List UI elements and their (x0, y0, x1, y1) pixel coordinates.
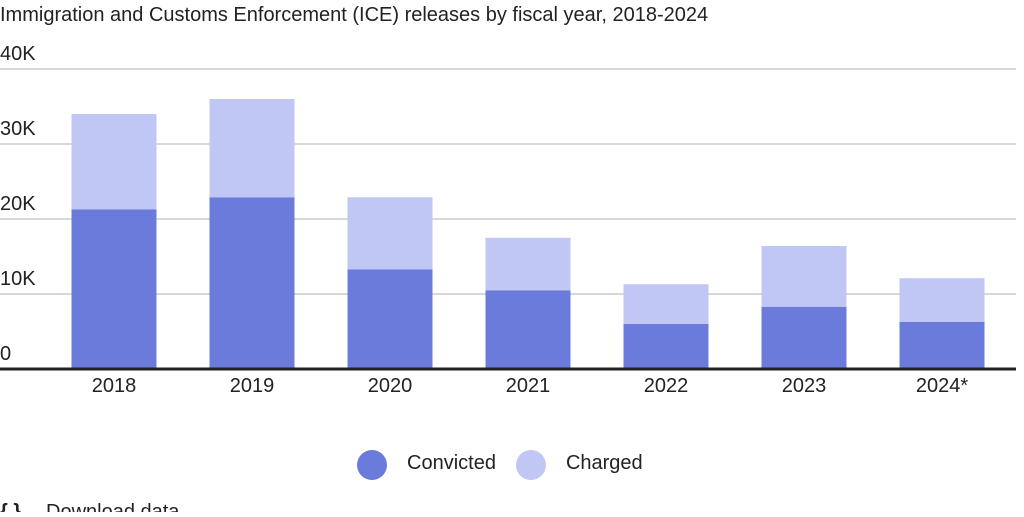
x-tick-label: 2023 (782, 375, 827, 397)
bar-segment (899, 278, 985, 322)
bar-segment (761, 306, 847, 369)
x-tick-label: 2021 (506, 375, 551, 397)
download-link[interactable]: Download data (46, 501, 180, 517)
legend-swatch (357, 450, 387, 480)
bar-segment (899, 321, 985, 369)
legend-swatch (515, 450, 546, 480)
y-tick-label: 40K (0, 43, 36, 65)
svg-text:{ }: { } (0, 501, 21, 512)
bar-segment (485, 237, 571, 291)
legend-label: Charged (566, 452, 643, 474)
bar-segment (71, 114, 157, 210)
y-tick-label: 20K (0, 193, 36, 215)
y-tick-label: 30K (0, 118, 36, 140)
bar-segment (623, 284, 709, 324)
download-icon: { } (0, 501, 21, 517)
bar-segment (71, 209, 157, 369)
x-tick-label: 2018 (92, 375, 137, 397)
x-tick-label: 2024* (916, 375, 968, 397)
bar-segment (761, 246, 847, 307)
x-tick-label: 2020 (368, 375, 413, 397)
bar-segment (347, 197, 433, 270)
y-tick-label: 0 (0, 343, 11, 365)
x-tick-label: 2022 (644, 375, 689, 397)
chart-title: Immigration and Customs Enforcement (ICE… (0, 4, 708, 26)
y-tick-label: 10K (0, 268, 36, 290)
bar-segment (485, 290, 571, 369)
legend-label: Convicted (407, 452, 496, 474)
bar-segment (623, 324, 709, 369)
bar-segment (209, 99, 295, 198)
x-tick-label: 2019 (230, 375, 275, 397)
bar-segment (347, 269, 433, 369)
bar-segment (209, 197, 295, 369)
